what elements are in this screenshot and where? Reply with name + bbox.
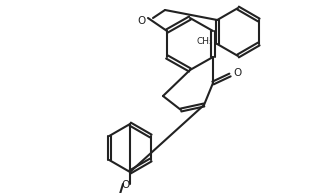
Text: O: O	[121, 180, 129, 190]
Text: O: O	[138, 16, 146, 26]
Text: O: O	[233, 68, 241, 78]
Text: CH₃: CH₃	[197, 36, 214, 46]
